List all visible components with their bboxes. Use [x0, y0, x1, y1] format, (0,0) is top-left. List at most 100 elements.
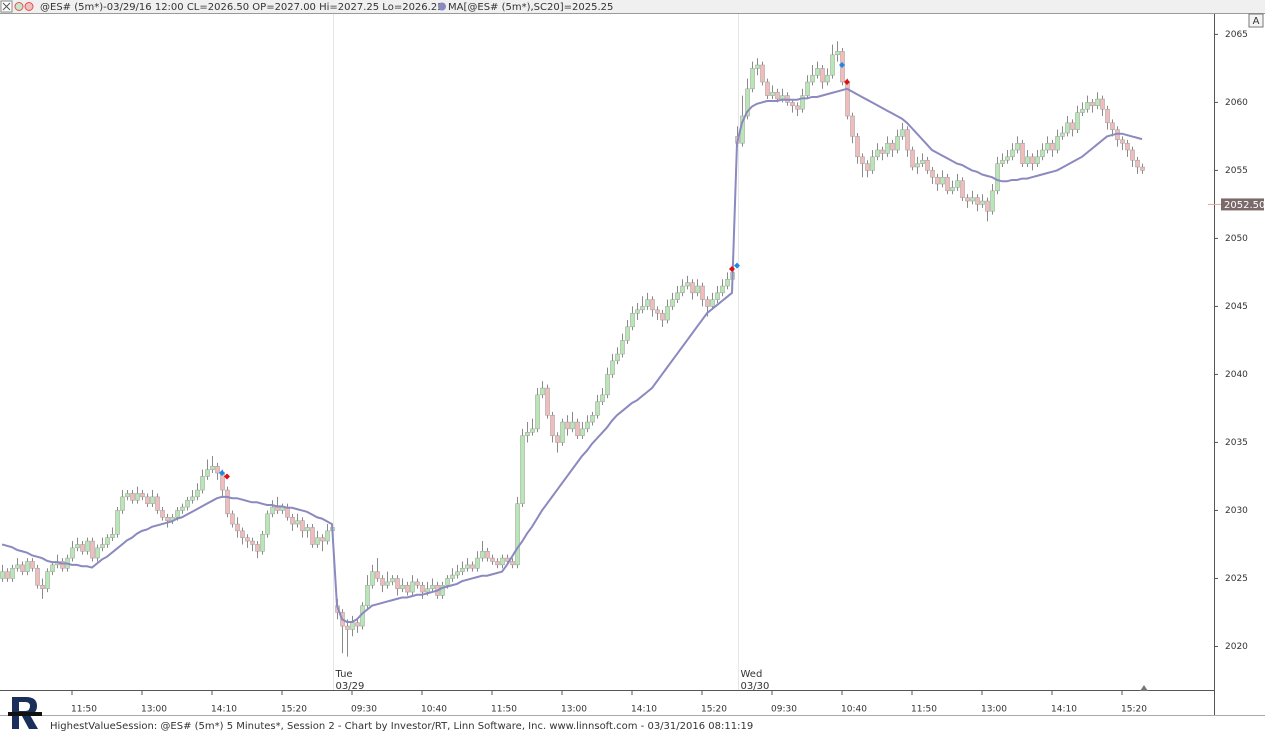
candle-body: [825, 74, 830, 83]
day-label: Tue: [335, 669, 353, 680]
candle-body: [715, 292, 720, 300]
candle-body: [200, 476, 205, 491]
candle-body: [830, 54, 835, 76]
candle-body: [310, 527, 315, 545]
signal-marker: [219, 470, 225, 477]
candle-body: [975, 197, 980, 205]
candle-body: [20, 564, 25, 572]
candle-body: [950, 187, 955, 192]
candle-body: [1000, 159, 1005, 164]
candle-body: [550, 414, 555, 436]
candle-body: [660, 312, 665, 321]
y-tick-label: 2060: [1225, 98, 1248, 108]
x-tick-label: 09:30: [771, 705, 797, 715]
candle-body: [815, 68, 820, 76]
candle-body: [60, 561, 65, 569]
candle-body: [1020, 142, 1025, 164]
candle-body: [510, 561, 515, 566]
candle-body: [1100, 98, 1105, 110]
y-tick-label: 2040: [1225, 370, 1248, 380]
candle-body: [220, 472, 225, 491]
candle-body: [320, 537, 325, 542]
candle-body: [1135, 159, 1140, 168]
scroll-marker[interactable]: [1140, 685, 1148, 691]
candle-body: [570, 421, 575, 430]
y-tick-label: 2065: [1225, 30, 1248, 40]
auto-scale-button[interactable]: [1248, 13, 1264, 28]
candle-body: [780, 95, 785, 100]
candle-body: [850, 115, 855, 137]
status-dot[interactable]: [24, 2, 34, 11]
candle-body: [630, 312, 635, 328]
candle-body: [670, 299, 675, 307]
candle-body: [165, 517, 170, 521]
candle-body: [350, 622, 355, 630]
candle-body: [515, 503, 520, 566]
candle-body: [610, 360, 615, 375]
x-tick-label: 15:20: [701, 705, 727, 715]
candle-body: [1015, 142, 1020, 151]
candle-body: [915, 163, 920, 168]
candle-body: [580, 428, 585, 436]
candle-body: [420, 585, 425, 593]
candle-body: [460, 568, 465, 572]
candle-body: [760, 64, 765, 83]
candle-body: [940, 176, 945, 185]
candle-body: [875, 149, 880, 158]
candle-body: [70, 547, 75, 559]
candle-body: [95, 547, 100, 559]
ma-label: MA[@ES# (5m*),SC20]=2025.25: [448, 2, 613, 13]
x-tick-label: 14:10: [631, 705, 657, 715]
candle-body: [855, 136, 860, 158]
moving-average-line: [1, 87, 1143, 623]
candle-body: [90, 540, 95, 559]
candle-body: [85, 540, 90, 552]
candle-body: [130, 493, 135, 501]
signal-marker: [839, 62, 845, 69]
candle-body: [210, 466, 215, 470]
candle-body: [430, 585, 435, 589]
candle-body: [440, 585, 445, 596]
status-dot[interactable]: [14, 2, 24, 11]
y-tick-label: 2050: [1225, 234, 1248, 244]
candle-body: [445, 578, 450, 586]
date-label: 03/29: [336, 681, 365, 692]
candle-body: [525, 431, 530, 436]
candle-body: [235, 523, 240, 532]
candle-body: [865, 163, 870, 171]
candle-body: [415, 581, 420, 586]
candle-body: [10, 568, 15, 579]
candle-body: [1035, 156, 1040, 164]
candle-body: [195, 489, 200, 498]
candle-body: [640, 306, 645, 311]
x-tick-label: 13:00: [981, 705, 1007, 715]
candle-body: [675, 292, 680, 300]
candle-body: [955, 180, 960, 188]
candle-body: [485, 551, 490, 559]
candle-body: [185, 500, 190, 508]
plot-area: 2020 2025 2030 2035 2040 2045 2050 2055 2060 2065…: [0, 14, 1248, 715]
candle-body: [250, 540, 255, 545]
candle-body: [1105, 108, 1110, 124]
candle-body: [480, 551, 485, 559]
candle-body: [1040, 149, 1045, 158]
candle-body: [710, 299, 715, 307]
candle-body: [520, 435, 525, 504]
candle-body: [255, 544, 260, 552]
candle-body: [615, 353, 620, 362]
x-tick-label: 14:10: [1051, 705, 1077, 715]
candle-body: [1080, 108, 1085, 113]
candle-body: [470, 564, 475, 569]
candle-body: [770, 91, 775, 96]
candle-body: [120, 496, 125, 511]
y-tick-label: 2025: [1225, 574, 1248, 584]
candle-body: [805, 81, 810, 96]
candle-body: [655, 309, 660, 314]
y-tick-label: 2055: [1225, 166, 1248, 176]
candle-body: [910, 149, 915, 168]
candle-body: [25, 561, 30, 572]
candle-body: [565, 421, 570, 430]
candle-body: [495, 561, 500, 566]
candle-body: [555, 435, 560, 443]
